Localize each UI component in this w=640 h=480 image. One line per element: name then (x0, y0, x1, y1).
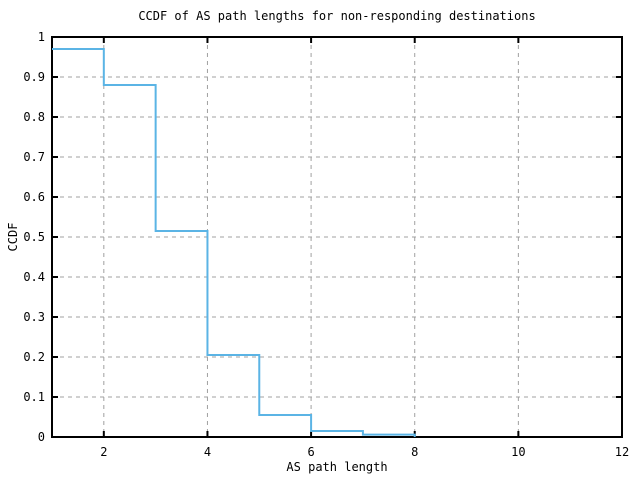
x-tick-label: 12 (615, 445, 629, 459)
y-tick-label: 0.1 (23, 390, 45, 404)
x-tick-label: 4 (204, 445, 211, 459)
y-tick-label: 0.7 (23, 150, 45, 164)
y-tick-label: 0.8 (23, 110, 45, 124)
x-tick-label: 8 (411, 445, 418, 459)
y-tick-label: 0.5 (23, 230, 45, 244)
y-tick-label: 0 (38, 430, 45, 444)
chart-title: CCDF of AS path lengths for non-respondi… (138, 9, 536, 23)
x-tick-label: 2 (100, 445, 107, 459)
y-axis-label: CCDF (6, 222, 20, 252)
y-tick-label: 0.2 (23, 350, 45, 364)
y-tick-label: 1 (38, 30, 45, 44)
x-axis-label: AS path length (286, 460, 388, 474)
x-tick-label: 6 (307, 445, 314, 459)
plot-border (51, 36, 623, 438)
x-tick-label: 10 (511, 445, 525, 459)
data-line (52, 48, 416, 437)
y-tick-label: 0.9 (23, 70, 45, 84)
y-tick-label: 0.3 (23, 310, 45, 324)
y-tick-label: 0.6 (23, 190, 45, 204)
y-tick-label: 0.4 (23, 270, 45, 284)
